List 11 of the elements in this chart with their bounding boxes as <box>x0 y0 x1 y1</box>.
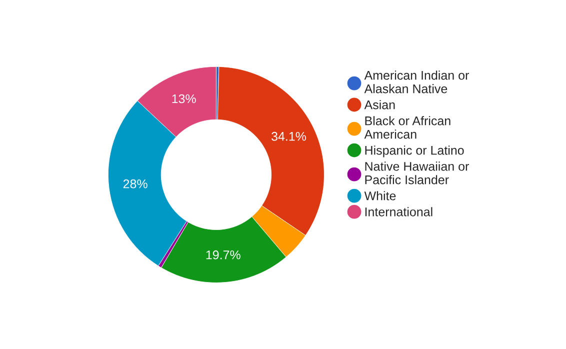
legend-label: Hispanic or Latino <box>365 146 464 158</box>
data-label: 19.7% <box>206 250 240 260</box>
data-label: 13% <box>172 94 196 104</box>
legend-label: International <box>365 207 432 216</box>
legend-label: Black or African American <box>364 116 450 139</box>
legend-label: Native Hawaiian or Pacific Islander <box>365 162 469 184</box>
data-label: 28% <box>123 179 148 188</box>
legend-label: American Indian or Alaskan Native <box>364 70 469 94</box>
legend-label: White <box>364 191 396 200</box>
legend-label: Asian <box>364 100 395 110</box>
data-label: 34.1% <box>272 132 306 141</box>
